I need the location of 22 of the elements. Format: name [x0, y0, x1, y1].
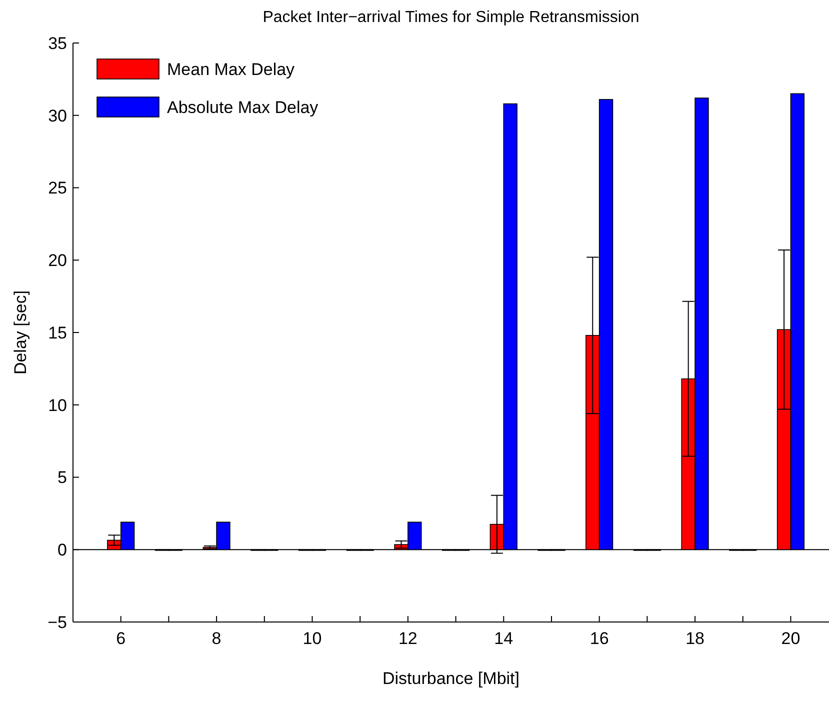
y-tick-label: 15	[48, 323, 67, 342]
x-tick-label: 20	[781, 629, 800, 648]
legend-label: Absolute Max Delay	[167, 98, 319, 117]
y-tick-label: 35	[48, 34, 67, 53]
chart-title: Packet Inter−arrival Times for Simple Retransmission	[262, 9, 640, 26]
y-tick-label: 25	[48, 178, 67, 198]
y-tick-label: 30	[48, 106, 67, 126]
x-tick-label: 10	[302, 629, 322, 648]
y-tick-label: 20	[48, 251, 67, 270]
x-tick-label: 8	[212, 629, 222, 648]
x-tick-label: 14	[494, 629, 514, 648]
y-tick-label: 0	[58, 540, 67, 560]
x-tick-label: 6	[116, 629, 126, 648]
y-axis-title: Delay [sec]	[11, 290, 30, 375]
y-tick-label: 5	[58, 468, 67, 488]
x-tick-label: 16	[590, 629, 609, 648]
y-tick-label: 10	[48, 396, 67, 415]
x-axis-title: Disturbance [Mbit]	[382, 669, 520, 688]
x-tick-label: 18	[686, 629, 704, 648]
y-tick-label: −5	[48, 612, 67, 632]
legend-label: Mean Max Delay	[167, 60, 296, 79]
x-tick-label: 12	[398, 629, 418, 648]
